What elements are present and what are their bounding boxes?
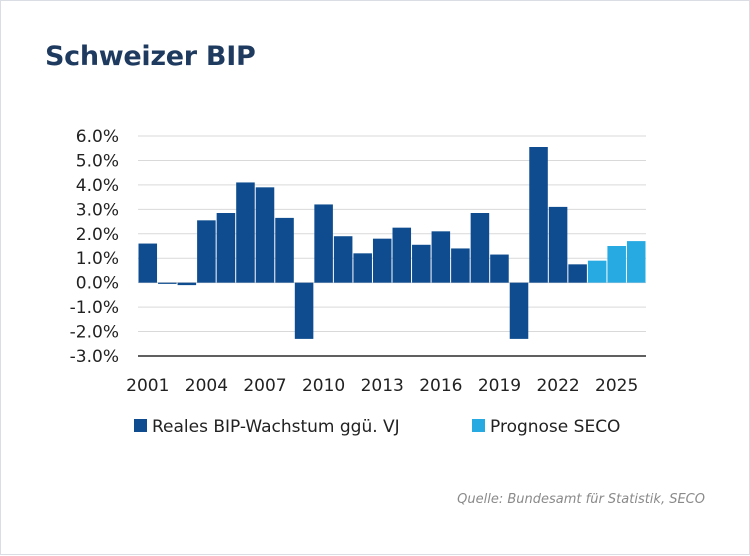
bar-actual-2022 <box>548 206 568 283</box>
bar-actual-2003 <box>177 282 197 286</box>
x-axis-ticks: 2001 2004 2007 2010 2013 2016 2019 2022 2025 <box>126 376 638 396</box>
bar-actual-2009 <box>294 282 314 339</box>
bar-actual-2005 <box>216 213 236 283</box>
y-tick-label: 4.0% <box>76 176 119 196</box>
legend: Reales BIP-Wachstum ggü. VJ Prognose SECO <box>134 417 620 437</box>
bar-actual-2014 <box>392 227 412 283</box>
source-note: Quelle: Bundesamt für Statistik, SECO <box>457 492 705 507</box>
bar-forecast-2024 <box>587 260 607 283</box>
bar-actual-2002 <box>158 282 177 284</box>
bar-actual-2018 <box>470 213 490 283</box>
x-tick-label: 2004 <box>185 376 228 396</box>
x-tick-label: 2010 <box>302 376 345 396</box>
bar-actual-2017 <box>451 248 470 283</box>
y-tick-label: -2.0% <box>70 323 119 343</box>
bar-actual-2008 <box>275 217 294 283</box>
bar-actual-2016 <box>431 231 451 283</box>
y-tick-label: 5.0% <box>76 151 119 171</box>
bar-actual-2007 <box>255 187 275 283</box>
y-tick-label: 1.0% <box>76 249 119 269</box>
x-tick-label: 2007 <box>243 376 286 396</box>
x-tick-label: 2022 <box>536 376 579 396</box>
x-tick-label: 2001 <box>126 376 169 396</box>
bar-actual-2006 <box>236 182 255 283</box>
y-tick-label: -3.0% <box>70 347 119 367</box>
y-tick-label: 0.0% <box>76 274 119 294</box>
bar-actual-2019 <box>490 254 509 283</box>
x-tick-label: 2016 <box>419 376 462 396</box>
bar-actual-2013 <box>372 238 392 283</box>
bar-actual-2004 <box>197 220 216 283</box>
y-axis-ticks: 6.0% 5.0% 4.0% 3.0% 2.0% 1.0% 0.0% -1.0% -2.0% -3… <box>70 127 119 367</box>
bar-forecast-2026 <box>626 241 646 283</box>
bar-actual-2012 <box>353 253 372 283</box>
x-tick-label: 2025 <box>595 376 638 396</box>
x-tick-label: 2019 <box>478 376 521 396</box>
bar-actual-2015 <box>412 244 431 283</box>
legend-label-forecast: Prognose SECO <box>490 417 620 437</box>
bar-actual-2021 <box>529 147 548 283</box>
bar-actual-2020 <box>509 282 529 339</box>
y-tick-label: -1.0% <box>70 298 119 318</box>
legend-swatch-forecast <box>472 419 485 432</box>
bar-actual-2023 <box>568 264 587 283</box>
bar-actual-2011 <box>333 236 353 283</box>
legend-swatch-actual <box>134 419 147 432</box>
bar-actual-2001 <box>138 243 158 283</box>
y-tick-label: 3.0% <box>76 200 119 220</box>
bars <box>138 147 646 339</box>
y-tick-label: 2.0% <box>76 225 119 245</box>
y-tick-label: 6.0% <box>76 127 119 147</box>
chart-title: Schweizer BIP <box>45 41 256 72</box>
x-tick-label: 2013 <box>361 376 404 396</box>
bar-forecast-2025 <box>607 246 626 283</box>
legend-label-actual: Reales BIP-Wachstum ggü. VJ <box>152 417 400 437</box>
bar-actual-2010 <box>314 204 333 283</box>
